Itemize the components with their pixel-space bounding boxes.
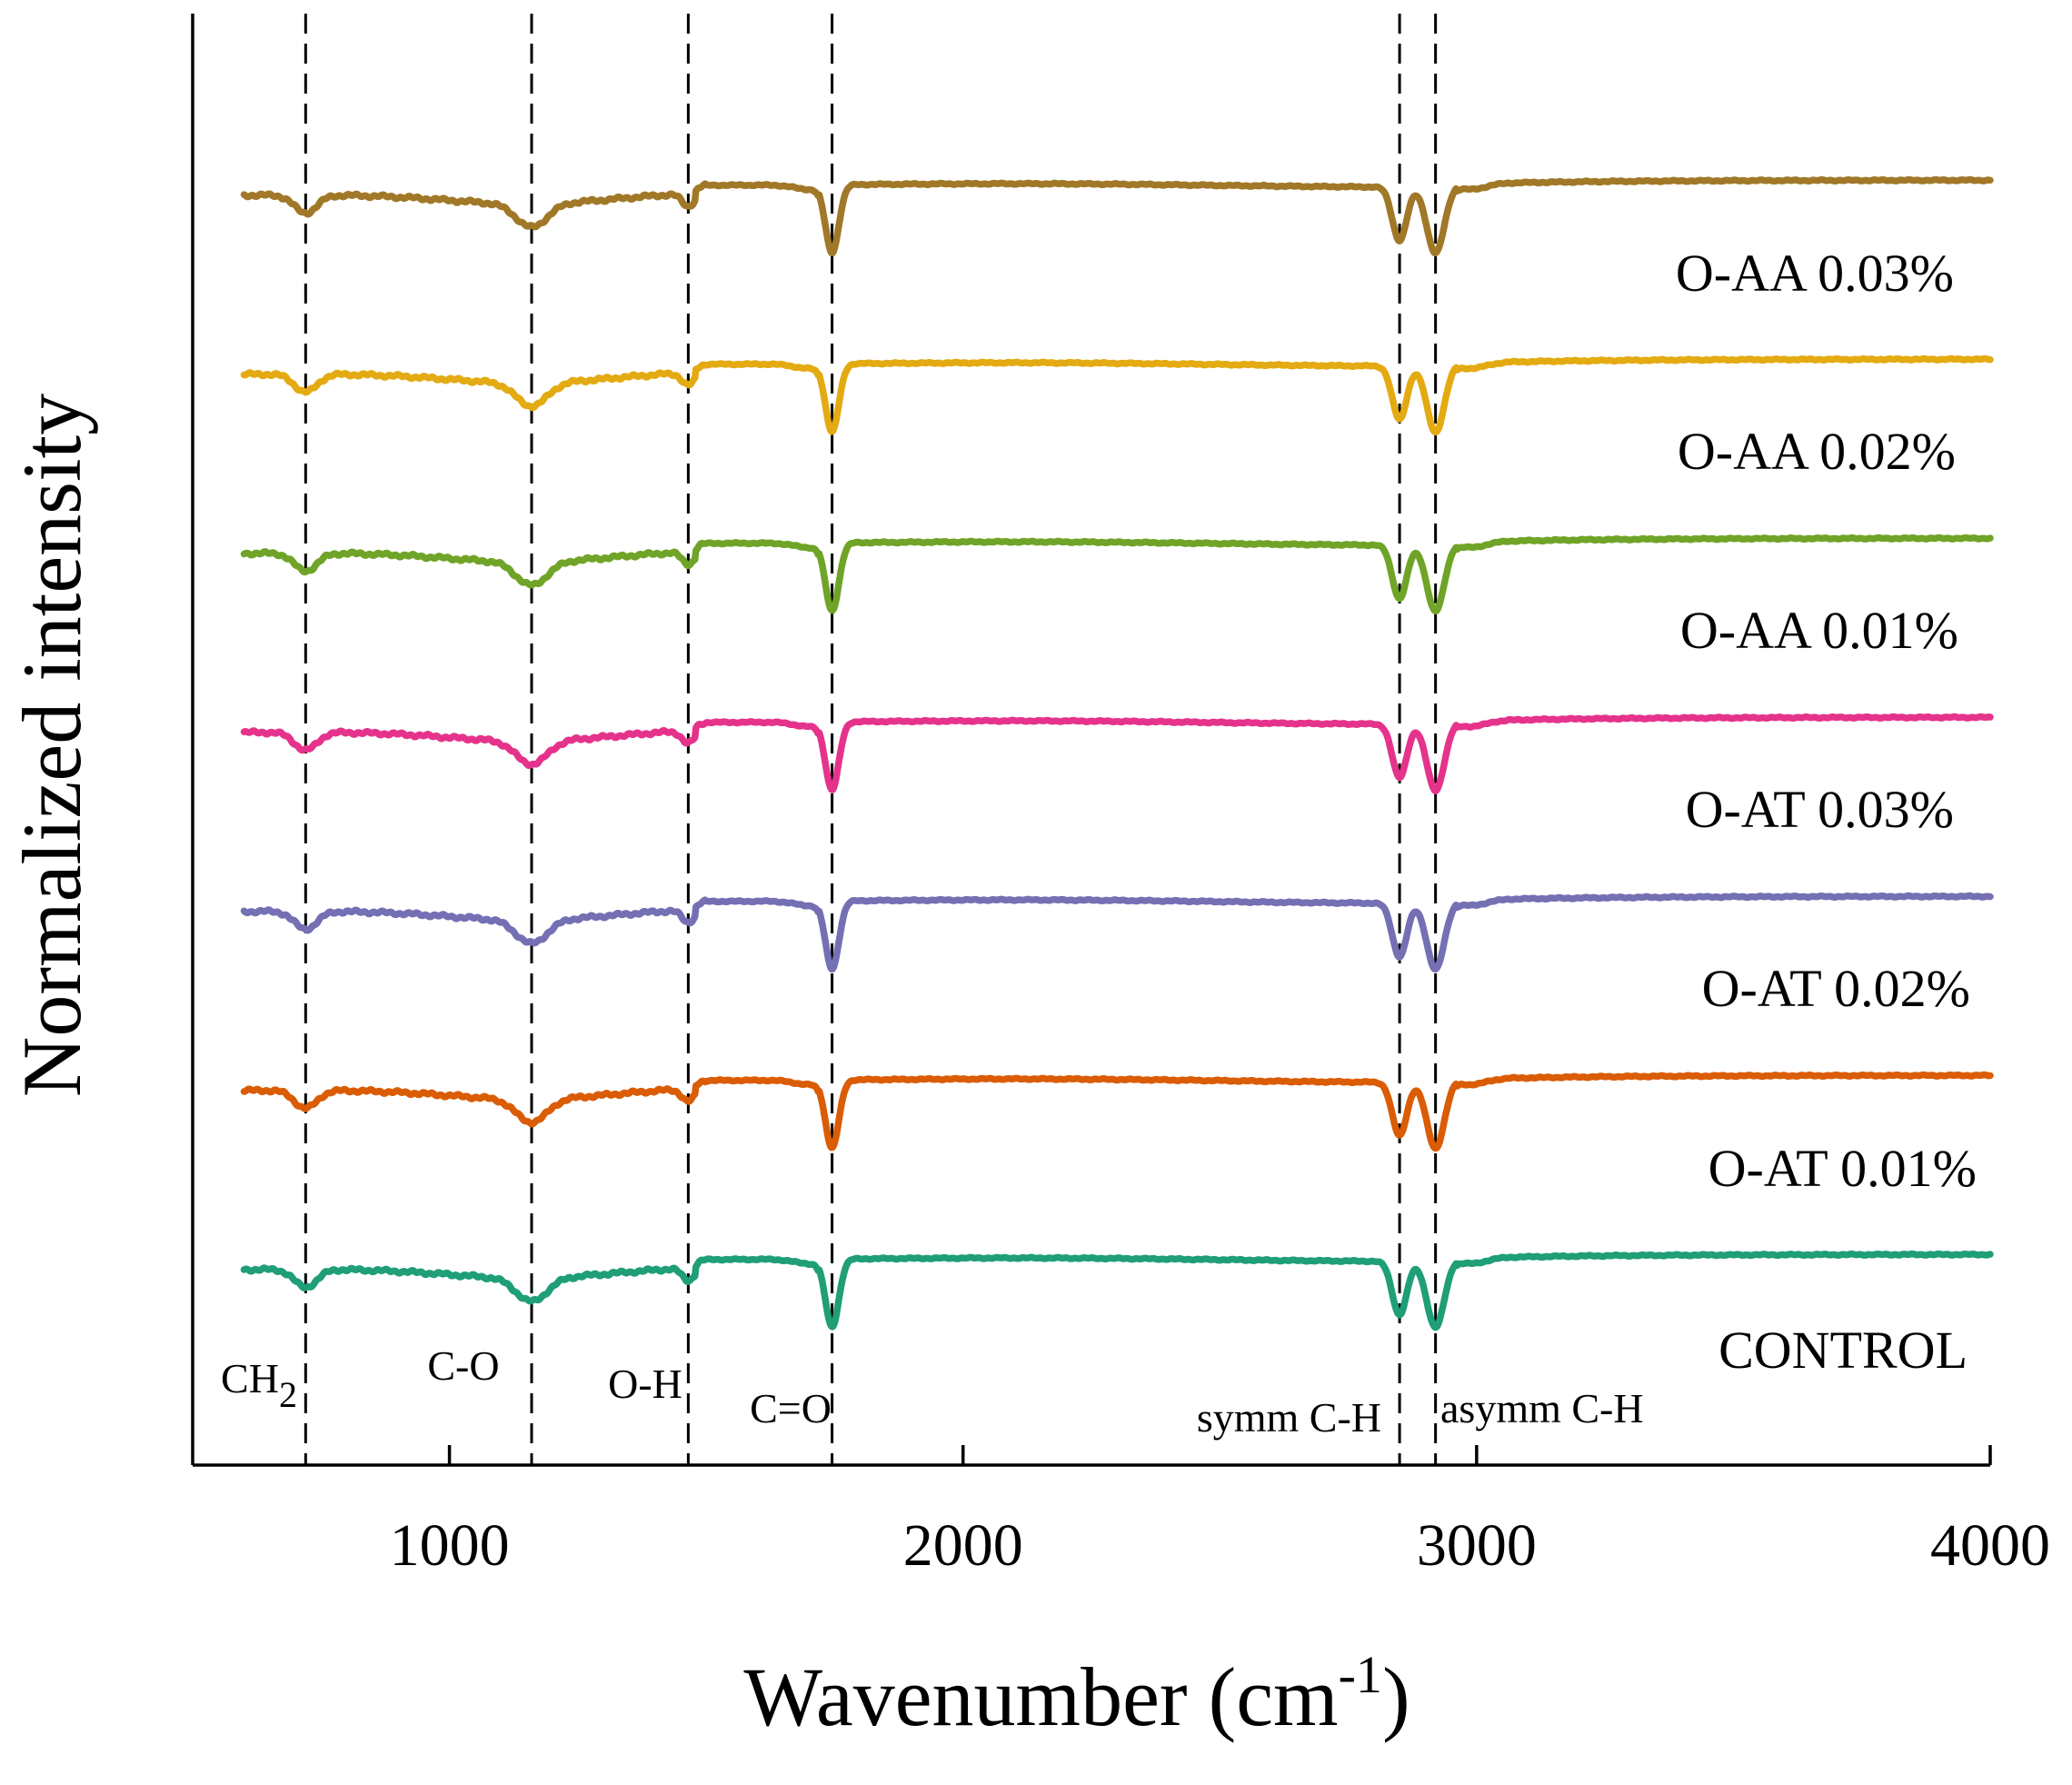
series-line-4 [240, 892, 1994, 973]
series-labels: O-AA 0.03% O-AA 0.02% O-AA 0.01% O-AT 0.03%… [1676, 244, 1977, 1380]
series-line-1 [240, 354, 1994, 436]
series-line-0 [240, 175, 1994, 257]
series-line-2 [240, 534, 1994, 615]
series-label-5: O-AT 0.01% [1708, 1139, 1977, 1198]
x-tick-label-3000: 3000 [1417, 1512, 1537, 1579]
peak-label-4: symm C-H [1197, 1394, 1381, 1441]
peak-label-1: C-O [427, 1342, 499, 1389]
x-tick-label-1000: 1000 [390, 1512, 510, 1579]
series-label-1: O-AA 0.02% [1678, 422, 1956, 481]
peak-label-3: C=O [750, 1385, 832, 1431]
series-label-2: O-AA 0.01% [1680, 601, 1958, 660]
peak-label-5: asymm C-H [1440, 1385, 1644, 1431]
series-label-4: O-AT 0.02% [1702, 959, 1970, 1018]
peak-label-2: O-H [608, 1361, 682, 1407]
x-tick-label-4000: 4000 [1930, 1512, 2050, 1579]
series-label-3: O-AT 0.03% [1686, 780, 1954, 839]
series-line-6 [240, 1250, 1994, 1331]
x-axis-title: Wavenumber (cm-1) [743, 1645, 1410, 1743]
x-tick-label-2000: 2000 [903, 1512, 1023, 1579]
x-axis-ticks: 1000 2000 3000 4000 [390, 1445, 2050, 1579]
peak-label-0: CH2 [221, 1355, 297, 1415]
peak-labels: CH2 C-O O-H C=O symm C-H asymm C-H [221, 1342, 1644, 1441]
y-axis-title: Normalized intensity [5, 394, 98, 1097]
series-line-5 [240, 1071, 1994, 1152]
series-group [240, 175, 1994, 1331]
series-line-3 [240, 713, 1994, 794]
series-label-6: CONTROL [1718, 1321, 1967, 1380]
series-label-0: O-AA 0.03% [1676, 244, 1954, 303]
